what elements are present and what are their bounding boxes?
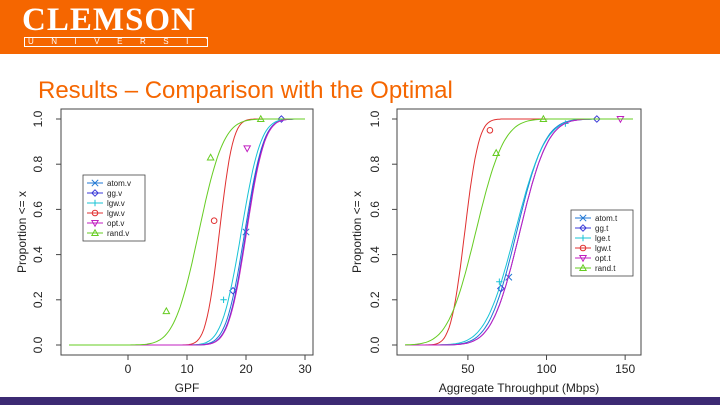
logo-wordmark: CLEMSON xyxy=(22,2,196,38)
x-tick-label: 100 xyxy=(537,362,557,376)
data-point xyxy=(162,306,171,315)
data-point xyxy=(277,115,286,123)
data-point xyxy=(497,284,505,293)
x-axis-label: Aggregate Throughput (Mbps) xyxy=(439,381,600,395)
legend-marker xyxy=(90,228,100,237)
data-point xyxy=(206,153,215,161)
gpf-cdf-chart: 0.0 0.2 0.4 0.6 0.8 1.0 0 10 20 30 GPF Proportion <… xyxy=(15,108,314,395)
legend-label: lgw.v xyxy=(107,199,125,208)
legend-label: gg.v xyxy=(107,189,122,198)
y-tick-label: 1.0 xyxy=(31,110,45,127)
legend-label: opt.t xyxy=(595,254,611,263)
legend-label: rand.t xyxy=(595,264,616,273)
data-point xyxy=(539,114,548,123)
y-tick-label: 0.2 xyxy=(368,291,382,308)
data-point xyxy=(486,127,494,134)
data-point xyxy=(505,273,513,281)
data-point xyxy=(210,217,218,224)
x-tick-label: 50 xyxy=(461,362,475,376)
throughput-cdf-chart: 0.0 0.2 0.4 0.6 0.8 1.0 50 100 150 Aggregate Thro… xyxy=(350,108,642,395)
header-bar: CLEMSON UNIVERSITY xyxy=(0,0,720,54)
x-tick-label: 10 xyxy=(180,362,194,376)
y-axis-label: Proportion <= x xyxy=(15,191,29,273)
legend-label: opt.v xyxy=(107,219,124,228)
legend-marker xyxy=(579,224,587,232)
legend-label: atom.v xyxy=(107,179,131,188)
legend-label: gg.t xyxy=(595,224,609,233)
logo-subtitle: UNIVERSITY xyxy=(24,37,208,47)
legend-label: atom.t xyxy=(595,214,618,223)
legend-box xyxy=(82,174,146,242)
legend-marker xyxy=(579,244,587,252)
data-point xyxy=(496,278,503,285)
legend-marker xyxy=(578,263,588,272)
legend-box xyxy=(570,209,634,277)
series-line xyxy=(69,118,305,346)
legend-label: lgw.t xyxy=(595,244,612,253)
slide-title: Results – Comparison with the Optimal xyxy=(38,77,453,104)
legend-label: rand.v xyxy=(107,229,129,238)
y-tick-label: 0.4 xyxy=(31,246,45,263)
legend-marker xyxy=(579,234,587,242)
x-tick-label: 20 xyxy=(239,362,253,376)
data-point xyxy=(243,145,252,153)
legend-marker xyxy=(91,199,99,207)
x-tick-label: 150 xyxy=(615,362,635,376)
legend-marker xyxy=(578,254,588,263)
legend-marker xyxy=(579,214,587,222)
x-tick-label: 30 xyxy=(298,362,312,376)
y-tick-label: 0.8 xyxy=(31,156,45,173)
legend-marker xyxy=(91,179,99,187)
data-point xyxy=(256,114,265,123)
y-tick-label: 1.0 xyxy=(368,110,382,127)
clemson-logo: CLEMSON UNIVERSITY xyxy=(22,2,212,48)
legend-label: lge.t xyxy=(595,234,611,243)
legend-marker xyxy=(91,209,99,217)
y-tick-label: 0.0 xyxy=(31,336,45,353)
y-tick-label: 0.4 xyxy=(368,246,382,263)
x-tick-label: 0 xyxy=(125,362,132,376)
data-point xyxy=(220,296,227,303)
legend-label: lgw.v xyxy=(107,209,125,218)
footer-bar xyxy=(0,397,720,405)
y-axis-label: Proportion <= x xyxy=(350,191,364,273)
y-tick-label: 0.6 xyxy=(368,201,382,218)
y-tick-label: 0.2 xyxy=(31,291,45,308)
y-tick-label: 0.0 xyxy=(368,336,382,353)
series-line xyxy=(404,118,633,346)
legend-marker xyxy=(90,219,100,228)
legend-marker xyxy=(91,189,99,197)
data-point xyxy=(592,115,601,123)
x-axis-label: GPF xyxy=(175,381,200,395)
plot-frame xyxy=(396,108,642,356)
y-tick-label: 0.8 xyxy=(368,156,382,173)
data-point xyxy=(492,148,501,156)
y-tick-label: 0.6 xyxy=(31,201,45,218)
